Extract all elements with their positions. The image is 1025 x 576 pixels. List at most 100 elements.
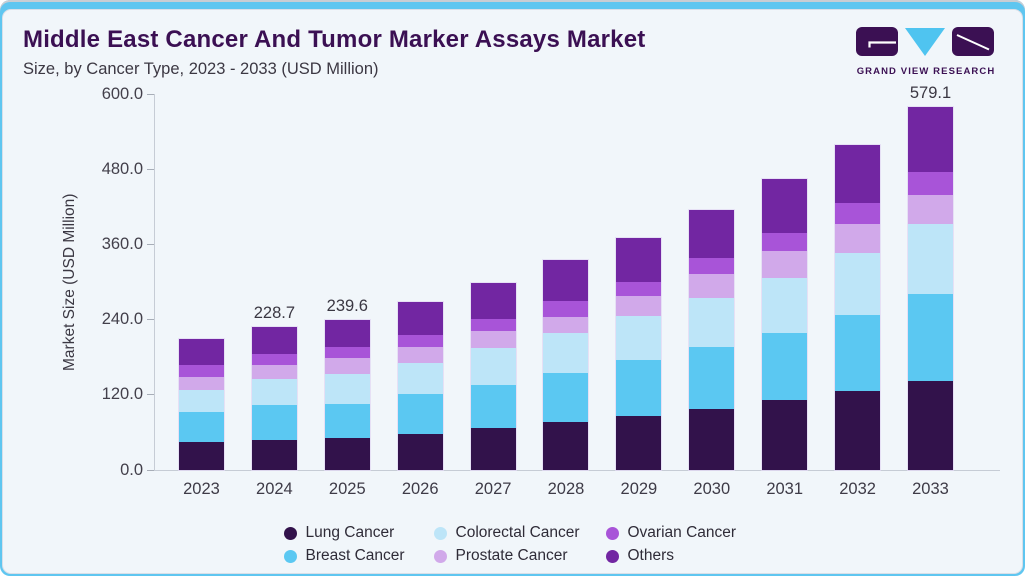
segment-others [835,144,881,204]
segment-others [397,302,443,335]
segment-others [543,260,589,302]
brand-name: GRAND VIEW RESEARCH [856,66,996,77]
segment-breast-cancer [616,360,662,417]
legend-item-lung-cancer: Lung Cancer [283,524,434,542]
bar-stack-2029 [616,238,662,470]
y-tick-mark [147,394,154,396]
segment-ovarian-cancer [324,347,370,359]
segment-others [689,209,735,259]
segment-breast-cancer [762,333,808,401]
segment-colorectal-cancer [397,363,443,394]
segment-breast-cancer [251,405,297,440]
y-tick-label: 480.0 [101,159,143,178]
segment-breast-cancer [470,384,516,429]
segment-breast-cancer [689,347,735,410]
bar-2031 [748,178,821,470]
legend-color-dot-others [605,549,619,563]
legend-label: Lung Cancer [305,524,395,541]
segment-lung-cancer [470,428,516,470]
x-label-2033: 2033 [912,480,949,498]
legend-item-colorectal-cancer: Colorectal Cancer [433,524,606,542]
segment-ovarian-cancer [689,258,735,274]
legend-color-dot-prostate-cancer [433,549,447,563]
x-label-2024: 2024 [256,480,293,498]
segment-colorectal-cancer [470,347,516,385]
segment-ovarian-cancer [835,203,881,224]
y-tick-240.0: 240.0 [65,310,154,330]
legend-label: Others [627,547,675,564]
segment-colorectal-cancer [762,277,808,334]
report-card: Middle East Cancer And Tumor Marker Assa… [2,9,1023,574]
bar-stack-2031 [762,178,808,470]
y-tick-mark [147,93,154,95]
legend-color-dot-lung-cancer [283,526,297,540]
segment-prostate-cancer [616,295,662,317]
segment-others [762,178,808,234]
segment-breast-cancer [324,404,370,438]
segment-colorectal-cancer [178,390,224,412]
segment-colorectal-cancer [324,373,370,405]
bar-stack-2026 [397,302,443,470]
x-label-2026: 2026 [401,480,439,498]
legend-item-breast-cancer: Breast Cancer [283,547,434,565]
segment-ovarian-cancer [907,172,953,195]
bar-stack-2030 [689,209,735,470]
bar-2028 [530,260,603,470]
segment-others [907,107,953,173]
segment-others [251,326,297,355]
bar-2025: 239.6 [311,297,384,470]
legend-color-dot-colorectal-cancer [433,526,447,540]
legend-label: Ovarian Cancer [627,524,737,541]
legend-color-dot-ovarian-cancer [605,526,619,540]
segment-prostate-cancer [470,331,516,348]
legend-item-ovarian-cancer: Ovarian Cancer [605,524,742,542]
page-subtitle: Size, by Cancer Type, 2023 - 2033 (USD M… [23,60,379,78]
segment-lung-cancer [689,409,735,470]
bar-stack-2025 [324,319,370,470]
segment-breast-cancer [543,372,589,422]
segment-breast-cancer [397,393,443,434]
x-label-2027: 2027 [474,480,512,498]
y-tick-0.0: 0.0 [65,460,154,480]
bar-total-label-2024: 228.7 [253,303,296,322]
x-label-2029: 2029 [620,480,658,498]
segment-ovarian-cancer [397,334,443,347]
segment-breast-cancer [835,314,881,392]
segment-lung-cancer [543,421,589,470]
segment-colorectal-cancer [543,333,589,373]
bar-2033: 579.1 [894,84,967,470]
bar-2029 [602,238,675,470]
bar-2032 [821,144,894,470]
bar-stack-2024 [251,326,297,470]
segment-prostate-cancer [835,223,881,253]
y-tick-mark [147,243,154,245]
y-tick-120.0: 120.0 [65,385,154,405]
plot-area: 2023 228.7 2024 239.6 2025 2026 2027 2028 2029 20… [154,84,1000,498]
x-label-2023: 2023 [183,480,220,498]
segment-prostate-cancer [762,250,808,278]
segment-others [178,339,224,366]
legend-label: Breast Cancer [305,547,405,564]
y-tick-label: 360.0 [101,234,143,253]
x-label-2032: 2032 [839,480,876,498]
legend-label: Colorectal Cancer [455,524,580,541]
bar-stack-2023 [178,339,224,470]
segment-ovarian-cancer [251,354,297,365]
x-label-2025: 2025 [328,480,366,498]
bar-stack-2028 [543,260,589,470]
segment-ovarian-cancer [762,233,808,251]
bar-total-label-2033: 579.1 [909,84,952,103]
segment-prostate-cancer [689,273,735,298]
segment-colorectal-cancer [689,297,735,348]
segment-breast-cancer [907,293,953,382]
y-tick-label: 0.0 [120,460,143,479]
y-tick-mark [147,168,154,170]
segment-prostate-cancer [907,194,953,225]
segment-prostate-cancer [397,346,443,364]
x-label-2031: 2031 [766,480,804,498]
segment-lung-cancer [397,433,443,470]
bar-2024: 228.7 [238,304,311,470]
y-tick-label: 120.0 [101,385,143,404]
segment-colorectal-cancer [616,316,662,361]
legend-label: Prostate Cancer [455,547,568,564]
